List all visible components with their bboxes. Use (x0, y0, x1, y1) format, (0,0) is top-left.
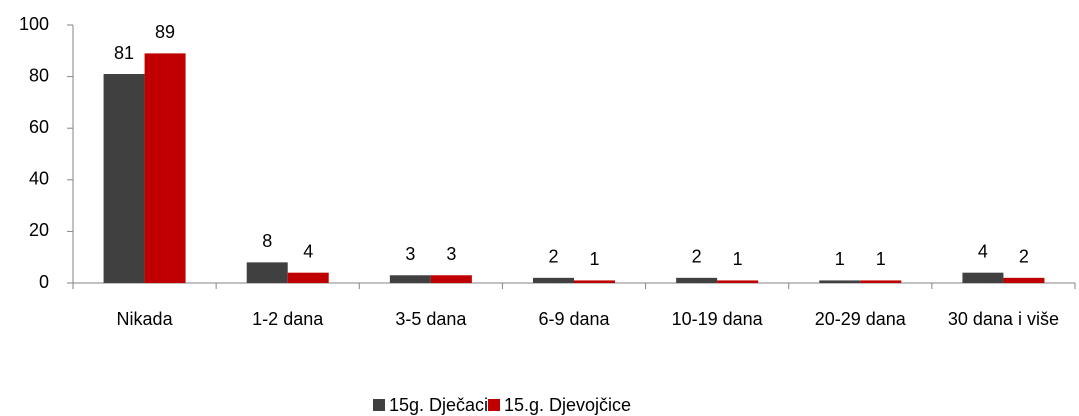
bar (1003, 277, 1045, 283)
bar (533, 277, 574, 283)
legend-label: 15.g. Djevojčice (504, 395, 632, 415)
x-tick-label: 1-2 dana (252, 309, 324, 329)
x-tick-label: 20-29 dana (814, 309, 906, 329)
bar (717, 280, 759, 283)
bar (819, 280, 861, 283)
legend-swatch (488, 399, 500, 411)
x-tick-label: 3-5 dana (395, 309, 467, 329)
bar (676, 277, 718, 283)
bar (860, 280, 902, 283)
legend-item: 15g. Dječaci (373, 394, 488, 416)
y-tick-label: 0 (39, 272, 49, 292)
data-label: 3 (446, 244, 456, 264)
data-label: 81 (114, 43, 134, 63)
data-label: 1 (733, 249, 743, 269)
data-label: 2 (1019, 247, 1029, 267)
legend-item: 15.g. Djevojčice (488, 394, 631, 416)
bar (246, 262, 288, 283)
legend-swatch (373, 399, 385, 411)
bar (389, 275, 431, 283)
y-tick-label: 60 (29, 117, 49, 137)
data-label: 1 (589, 249, 599, 269)
bar (103, 74, 145, 284)
y-tick-label: 80 (29, 65, 49, 85)
data-label: 3 (405, 244, 415, 264)
bar (962, 272, 1004, 283)
x-tick-label: 6-9 dana (538, 309, 610, 329)
bar (574, 280, 615, 283)
data-label: 1 (835, 249, 845, 269)
bar (144, 53, 186, 283)
bar (287, 272, 329, 283)
y-tick-label: 100 (19, 14, 49, 34)
data-label: 1 (876, 249, 886, 269)
data-label: 4 (978, 241, 988, 261)
data-label: 8 (262, 231, 272, 251)
y-tick-label: 40 (29, 169, 49, 189)
x-tick-label: 30 dana i više (947, 309, 1059, 329)
data-label: 2 (548, 247, 558, 267)
data-label: 4 (303, 241, 313, 261)
x-tick-label: 10-19 dana (671, 309, 763, 329)
data-label: 89 (155, 22, 175, 42)
x-tick-label: Nikada (116, 309, 173, 329)
legend-label: 15g. Dječaci (389, 395, 489, 415)
data-label: 2 (692, 247, 702, 267)
bar (430, 275, 472, 283)
y-tick-label: 20 (29, 220, 49, 240)
